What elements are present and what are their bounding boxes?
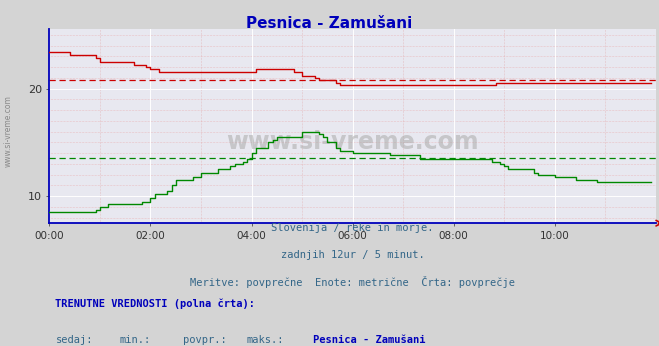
Text: Meritve: povprečne  Enote: metrične  Črta: povprečje: Meritve: povprečne Enote: metrične Črta:… [190,276,515,289]
Text: Pesnica - Zamušani: Pesnica - Zamušani [246,16,413,30]
Text: min.:: min.: [119,335,150,345]
Text: sedaj:: sedaj: [55,335,93,345]
Text: www.si-vreme.com: www.si-vreme.com [3,95,13,167]
Text: maks.:: maks.: [246,335,284,345]
Text: povpr.:: povpr.: [183,335,227,345]
Text: Slovenija / reke in morje.: Slovenija / reke in morje. [272,223,434,233]
Text: zadnjih 12ur / 5 minut.: zadnjih 12ur / 5 minut. [281,250,424,260]
Text: Pesnica - Zamušani: Pesnica - Zamušani [313,335,426,345]
Text: www.si-vreme.com: www.si-vreme.com [226,130,479,154]
Text: TRENUTNE VREDNOSTI (polna črta):: TRENUTNE VREDNOSTI (polna črta): [55,298,256,309]
